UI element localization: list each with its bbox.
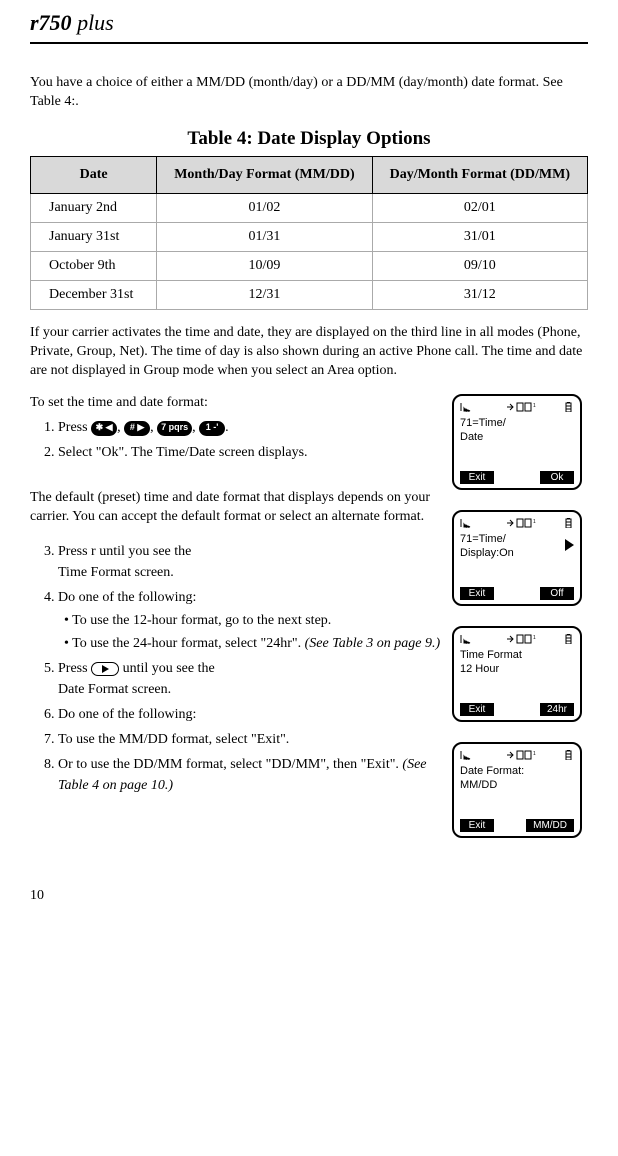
phone-screen-4: 1 Date Format: MM/DD Exit MM/DD — [452, 742, 582, 838]
col-date: Date — [31, 156, 157, 193]
steps-list-top: Press ✱ ◀, # ▶, 7 pqrs, 1 -'. Select "Ok… — [30, 417, 442, 463]
table-row: December 31st 12/31 31/12 — [31, 280, 588, 309]
page-header: r750 plus — [30, 10, 588, 36]
screen-line1: 71=Time/ — [460, 533, 506, 545]
step-8: Or to use the DD/MM format, select "DD/M… — [58, 754, 442, 796]
screen-line1: Time Format — [460, 649, 522, 661]
mode-icon: 1 — [507, 750, 537, 760]
key-star: ✱ ◀ — [91, 421, 117, 436]
step-5: Press until you see the Date Format scre… — [58, 658, 442, 700]
screen-line2: 12 Hour — [460, 663, 499, 675]
model-name: r750 — [30, 10, 72, 35]
signal-icon — [460, 402, 480, 412]
battery-icon — [564, 634, 574, 644]
softkey-left[interactable]: Exit — [460, 819, 494, 832]
page-number: 10 — [30, 888, 588, 904]
phone-screen-2: 1 71=Time/ Display:On Exit Off — [452, 510, 582, 606]
to-set-heading: To set the time and date format: — [30, 394, 442, 413]
signal-icon — [460, 634, 480, 644]
screen-line2: Date — [460, 431, 483, 443]
softkey-right[interactable]: MM/DD — [526, 819, 574, 832]
mode-icon: 1 — [507, 402, 537, 412]
col-mmdd: Month/Day Format (MM/DD) — [157, 156, 372, 193]
step-3: Press r until you see the Time Format sc… — [58, 541, 442, 583]
status-bar: 1 — [460, 517, 574, 529]
phone-screen-1: 1 71=Time/ Date Exit Ok — [452, 394, 582, 490]
step-1: Press ✱ ◀, # ▶, 7 pqrs, 1 -'. — [58, 417, 442, 438]
phone-screen-3: 1 Time Format 12 Hour Exit 24hr — [452, 626, 582, 722]
table-row: January 2nd 01/02 02/01 — [31, 193, 588, 222]
step-4: Do one of the following: • To use the 12… — [58, 587, 442, 654]
softkey-right[interactable]: 24hr — [540, 703, 574, 716]
arrow-right-icon — [565, 539, 574, 551]
table-row: January 31st 01/31 31/01 — [31, 222, 588, 251]
softkey-left[interactable]: Exit — [460, 587, 494, 600]
screen-line2: MM/DD — [460, 779, 497, 791]
screen-line1: 71=Time/ — [460, 417, 506, 429]
table-caption: Table 4: Date Display Options — [30, 128, 588, 150]
svg-text:1: 1 — [533, 751, 536, 757]
svg-text:1: 1 — [533, 519, 536, 525]
status-bar: 1 — [460, 633, 574, 645]
key-hash: # ▶ — [124, 421, 150, 436]
svg-text:1: 1 — [533, 403, 536, 409]
nav-right-key — [91, 662, 119, 676]
col-ddmm: Day/Month Format (DD/MM) — [372, 156, 587, 193]
model-suffix: plus — [77, 10, 114, 35]
mode-icon: 1 — [507, 518, 537, 528]
steps-list-bottom: Press r until you see the Time Format sc… — [30, 541, 442, 796]
screen-line1: Date Format: — [460, 765, 524, 777]
battery-icon — [564, 402, 574, 412]
softkey-right[interactable]: Ok — [540, 471, 574, 484]
battery-icon — [564, 518, 574, 528]
mode-icon: 1 — [507, 634, 537, 644]
key-one: 1 -' — [199, 421, 225, 436]
step-6: Do one of the following: — [58, 704, 442, 725]
status-bar: 1 — [460, 401, 574, 413]
default-note: The default (preset) time and date forma… — [30, 489, 442, 527]
status-bar: 1 — [460, 749, 574, 761]
softkey-right[interactable]: Off — [540, 587, 574, 600]
header-rule — [30, 42, 588, 44]
softkey-left[interactable]: Exit — [460, 703, 494, 716]
carrier-note: If your carrier activates the time and d… — [30, 324, 588, 381]
key-seven: 7 pqrs — [157, 421, 192, 436]
svg-text:1: 1 — [533, 635, 536, 641]
signal-icon — [460, 750, 480, 760]
table-row: October 9th 10/09 09/10 — [31, 251, 588, 280]
screen-line2: Display:On — [460, 547, 514, 559]
intro-text: You have a choice of either a MM/DD (mon… — [30, 74, 588, 112]
step-7: To use the MM/DD format, select "Exit". — [58, 729, 442, 750]
signal-icon — [460, 518, 480, 528]
step-2: Select "Ok". The Time/Date screen displa… — [58, 442, 442, 463]
date-format-table: Date Month/Day Format (MM/DD) Day/Month … — [30, 156, 588, 310]
softkey-left[interactable]: Exit — [460, 471, 494, 484]
battery-icon — [564, 750, 574, 760]
